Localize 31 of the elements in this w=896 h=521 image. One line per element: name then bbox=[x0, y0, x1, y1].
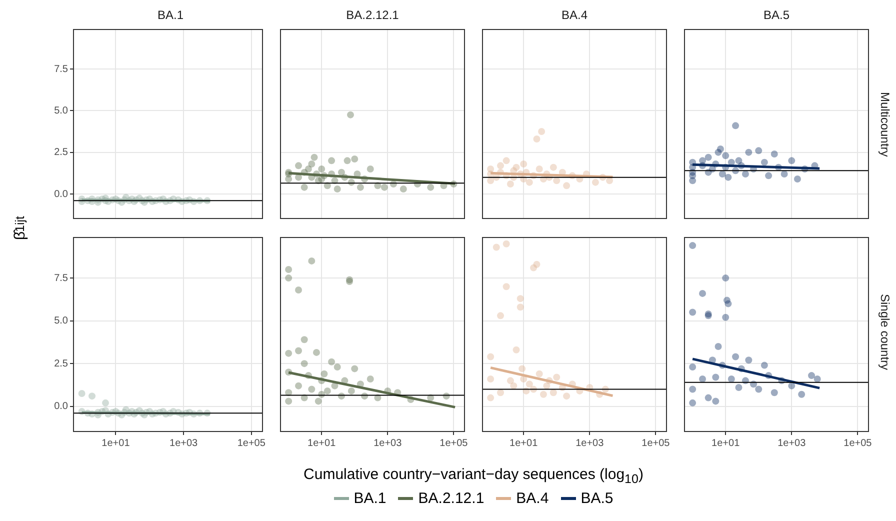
x-tick-label: 1e+03 bbox=[576, 438, 604, 449]
x-tick-label: 1e+05 bbox=[237, 438, 266, 449]
chart-title: BA.1 bbox=[156, 8, 184, 22]
x-tick-label: 1e+01 bbox=[712, 438, 740, 449]
legend-label: BA.4 bbox=[516, 490, 549, 507]
legend-label: BA.2.12.1 bbox=[418, 490, 484, 507]
y-tick-label: 5.0 bbox=[54, 105, 68, 116]
y-tick-label: 7.5 bbox=[54, 64, 68, 75]
y-tick-label: 0.0 bbox=[54, 401, 68, 412]
legend-label: BA.5 bbox=[580, 490, 614, 507]
x-tick-label: 1e+05 bbox=[642, 438, 670, 449]
y-tick-label: 7.5 bbox=[54, 272, 68, 284]
x-tick-label: 1e+03 bbox=[170, 438, 198, 449]
y-tick-label: 5.0 bbox=[54, 316, 68, 327]
y-tick-label: 2.5 bbox=[54, 358, 68, 370]
x-tick-label: 1e+03 bbox=[778, 438, 806, 449]
y-tick-label: 0.0 bbox=[54, 188, 68, 200]
x-tick-label: 1e+05 bbox=[440, 438, 468, 449]
x-tick-label: 1e+05 bbox=[844, 438, 872, 449]
x-tick-label: 1e+01 bbox=[308, 438, 336, 449]
chart-title: BA.2.12.1 bbox=[345, 8, 400, 22]
text: Multicountry bbox=[877, 90, 893, 159]
chart-title: BA.4 bbox=[560, 8, 588, 22]
legend-label: BA.1 bbox=[354, 490, 386, 507]
y-tick-label: 2.5 bbox=[54, 147, 68, 158]
x-tick-label: 1e+01 bbox=[510, 438, 538, 449]
x-axis-title: Cumulative country−variant−day sequences (log$_{10}$) bbox=[302, 466, 644, 486]
x-tick-label: 1e+03 bbox=[374, 438, 402, 449]
x-tick-label: 1e+01 bbox=[102, 438, 130, 449]
chart-title: BA.5 bbox=[762, 8, 790, 22]
text: Single country bbox=[877, 292, 893, 372]
